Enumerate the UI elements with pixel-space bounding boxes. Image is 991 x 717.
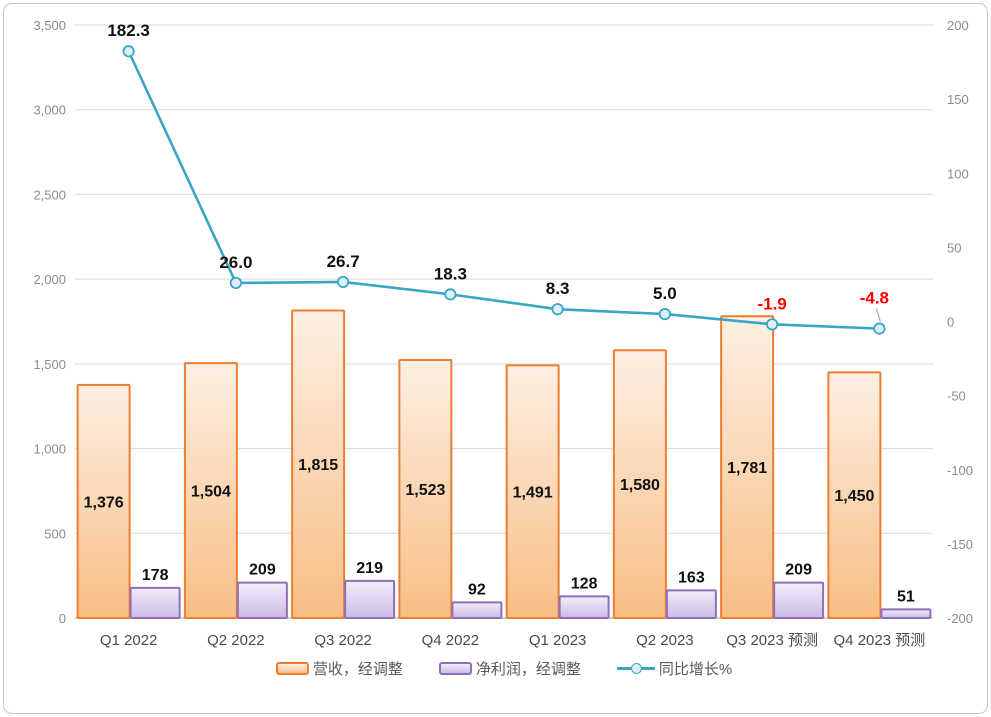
left-axis-tick-label: 3,500 [33, 18, 66, 33]
revenue-bar [612, 349, 667, 619]
x-axis-label: Q4 2023 预测 [834, 632, 926, 649]
left-axis-tick-label: 500 [44, 526, 66, 541]
profit-bar [344, 579, 396, 619]
profit-bar-label: 163 [678, 569, 705, 586]
x-axis-label: Q3 2023 预测 [726, 632, 818, 649]
profit-bar-label: 219 [356, 560, 383, 577]
revenue-bar [505, 364, 560, 619]
profit-bar-label: 209 [249, 562, 276, 579]
revenue-bar [76, 383, 131, 619]
right-axis-tick-label: -150 [947, 537, 973, 552]
revenue-bar [291, 309, 346, 619]
profit-bar-label: 51 [897, 588, 915, 605]
profit-bar [773, 581, 825, 619]
legend-label-revenue: 营收，经调整 [312, 661, 403, 678]
line-marker-icon [616, 662, 655, 676]
profit-bar [451, 601, 503, 620]
right-axis-tick-label: 100 [947, 166, 969, 181]
left-axis-tick-label: 2,000 [33, 272, 66, 287]
growth-label: 8.3 [546, 279, 570, 298]
revenue-bar [183, 362, 238, 620]
growth-marker [873, 322, 886, 335]
revenue-bar-label: 1,815 [298, 457, 338, 474]
legend-label-profit: 净利润，经调整 [475, 661, 581, 678]
growth-label: 182.3 [107, 21, 150, 40]
revenue-bar [398, 358, 453, 619]
profit-bar-label: 209 [785, 562, 812, 579]
left-axis-tick-label: 0 [59, 611, 66, 626]
revenue-bar-label: 1,523 [405, 482, 445, 499]
growth-label: 26.0 [219, 253, 252, 272]
revenue-bar-label: 1,491 [513, 485, 553, 502]
chart-legend: 营收，经调整 净利润，经调整 同比增长% [75, 658, 933, 679]
profit-bar-label: 92 [468, 581, 486, 598]
legend-item-revenue: 营收，经调整 [275, 658, 403, 679]
profit-swatch-icon [438, 662, 472, 675]
left-axis-tick-label: 1,000 [33, 442, 66, 457]
profit-bar-label: 178 [142, 567, 169, 584]
legend-item-profit: 净利润，经调整 [438, 658, 581, 679]
growth-marker [229, 276, 242, 290]
profit-bar-label: 128 [571, 575, 598, 592]
label-leader-line [875, 308, 881, 322]
x-axis-label: Q2 2023 [636, 632, 694, 649]
profit-bar [558, 595, 610, 620]
growth-marker [658, 307, 671, 321]
right-axis-tick-label: 200 [947, 18, 969, 33]
revenue-bar-label: 1,450 [834, 488, 874, 505]
revenue-bar [827, 371, 882, 620]
growth-line [127, 50, 880, 330]
right-axis-tick-label: 50 [947, 240, 961, 255]
legend-item-growth: 同比增长% [616, 658, 733, 679]
profit-bar [236, 581, 288, 619]
revenue-bar-label: 1,376 [84, 494, 124, 511]
right-axis-tick-label: 150 [947, 92, 969, 107]
right-axis-tick-label: -100 [947, 463, 973, 478]
profit-bar [665, 589, 717, 619]
growth-marker [551, 303, 564, 316]
growth-label: 26.7 [327, 252, 360, 271]
revenue-bar-label: 1,781 [727, 460, 767, 477]
growth-marker [766, 318, 779, 331]
x-axis-label: Q3 2022 [314, 632, 372, 649]
left-axis-tick-label: 2,500 [33, 187, 66, 202]
growth-label: 5.0 [653, 284, 677, 303]
left-axis-tick-label: 3,000 [33, 103, 66, 118]
right-axis-tick-label: -200 [947, 611, 973, 626]
x-axis-label: Q2 2022 [207, 632, 265, 649]
revenue-swatch-icon [275, 662, 309, 675]
revenue-bar-label: 1,504 [191, 484, 231, 501]
right-axis-tick-label: -50 [947, 389, 966, 404]
profit-bar [880, 608, 932, 619]
revenue-bar-label: 1,580 [620, 477, 660, 494]
right-axis-tick-label: 0 [947, 315, 954, 330]
growth-marker [444, 288, 457, 301]
profit-bar [129, 586, 181, 620]
growth-marker [122, 45, 135, 58]
x-axis-label: Q1 2023 [529, 632, 587, 649]
growth-label: 18.3 [434, 264, 467, 283]
left-axis-tick-label: 1,500 [33, 357, 66, 372]
legend-label-growth: 同比增长% [658, 661, 733, 678]
growth-label: -1.9 [757, 294, 786, 313]
x-axis-label: Q1 2022 [100, 632, 158, 649]
revenue-bar [720, 315, 775, 619]
growth-label: -4.8 [860, 289, 889, 308]
growth-marker [337, 275, 350, 289]
x-axis-label: Q4 2022 [422, 632, 480, 649]
